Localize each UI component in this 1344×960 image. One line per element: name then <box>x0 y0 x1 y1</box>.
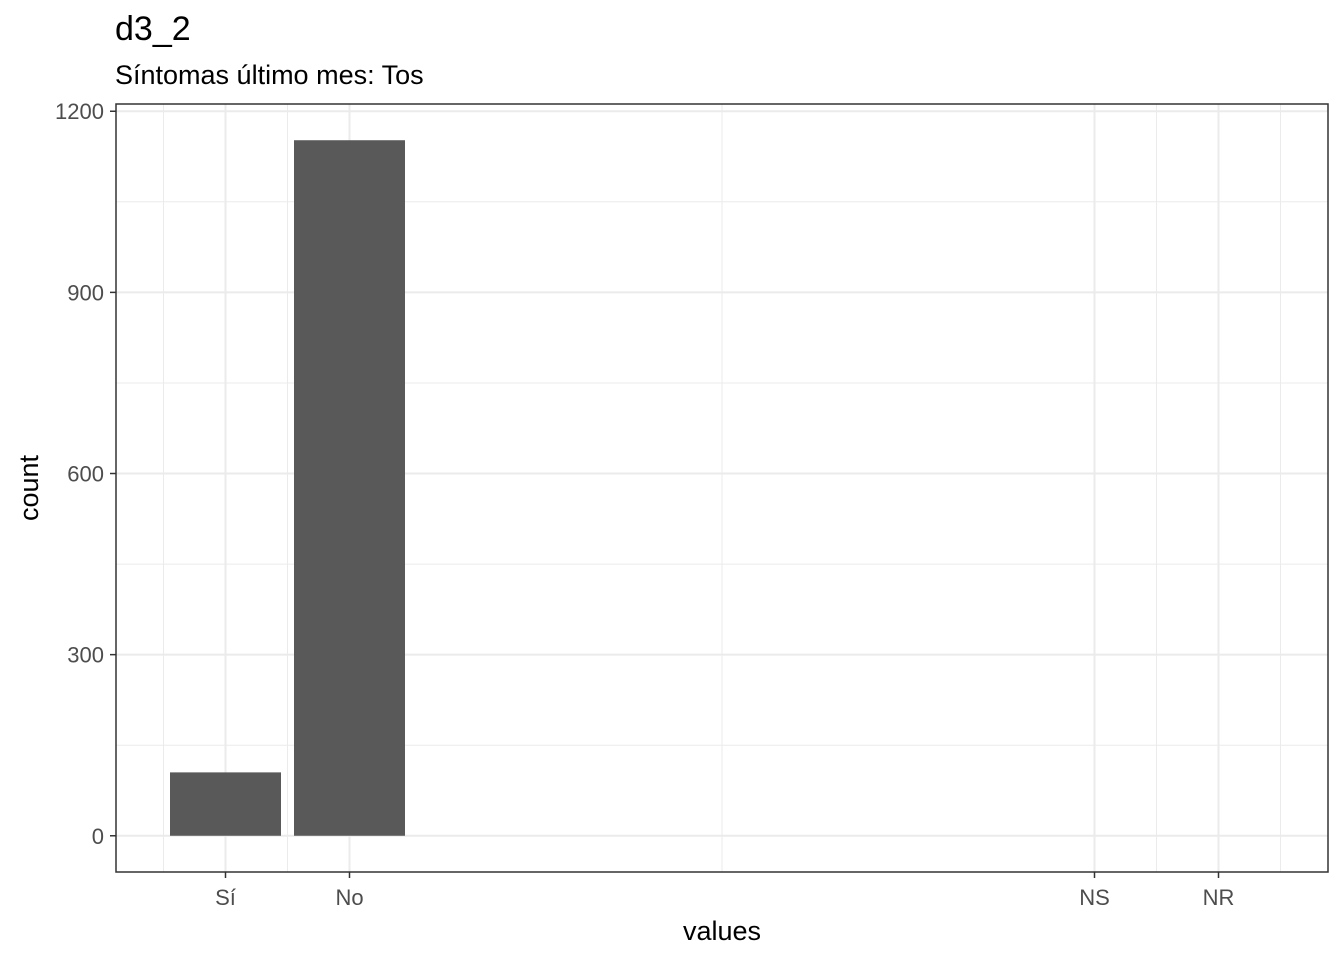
y-tick-label: 0 <box>92 824 104 849</box>
x-tick-label: No <box>335 885 363 910</box>
x-tick-label: NR <box>1203 885 1235 910</box>
y-axis-title: count <box>14 454 44 521</box>
panel-border <box>115 103 1329 873</box>
x-axis-title: values <box>683 916 761 946</box>
y-tick-label: 600 <box>67 462 104 487</box>
x-tick-label: NS <box>1079 885 1110 910</box>
x-tick-label: Sí <box>215 885 236 910</box>
y-tick-label: 900 <box>67 280 104 305</box>
bar-sí <box>170 772 281 836</box>
bar-no <box>294 140 405 836</box>
chart-title: d3_2 <box>115 10 191 48</box>
y-tick-label: 300 <box>67 643 104 668</box>
chart-subtitle: Síntomas último mes: Tos <box>115 60 424 90</box>
y-tick-label: 1200 <box>55 99 104 124</box>
